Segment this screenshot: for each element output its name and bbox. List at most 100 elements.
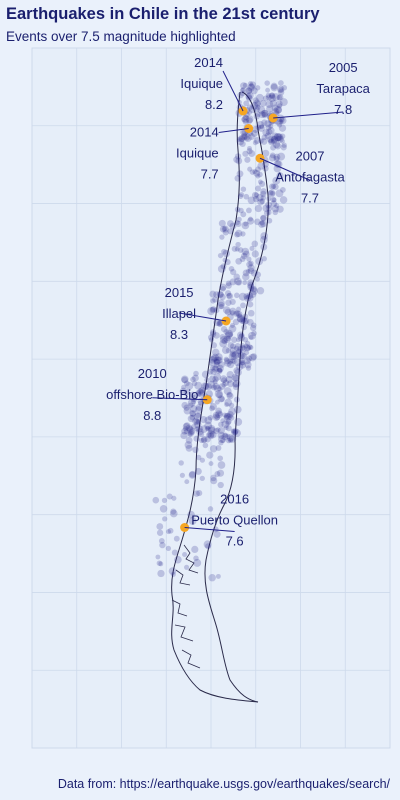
earthquake-point [250, 324, 257, 332]
earthquake-point [229, 307, 237, 315]
earthquake-point [217, 427, 225, 435]
earthquake-point [188, 471, 196, 479]
earthquake-point [200, 416, 208, 424]
earthquake-point [195, 406, 203, 414]
earthquake-point [242, 280, 248, 286]
earthquake-point [235, 157, 243, 165]
earthquake-point [215, 353, 223, 361]
earthquake-point [232, 318, 240, 326]
earthquake-point [226, 391, 233, 398]
earthquake-point [209, 445, 218, 453]
earthquake-point [236, 216, 242, 223]
earthquake-point [252, 125, 260, 134]
earthquake-point [276, 94, 282, 101]
label-place: Illapel [162, 306, 196, 321]
earthquake-point [235, 220, 242, 227]
earthquake-point [255, 85, 261, 91]
label-leader-line [152, 397, 208, 401]
earthquake-point [171, 495, 177, 501]
earthquake-point [239, 344, 247, 353]
earthquake-point [207, 307, 216, 316]
earthquake-point [218, 361, 225, 368]
earthquake-point [213, 332, 220, 339]
earthquake-point [207, 432, 215, 440]
earthquake-point [207, 426, 216, 435]
earthquake-point [187, 426, 194, 433]
earthquake-point [257, 179, 263, 185]
earthquake-point [246, 256, 252, 262]
earthquake-point [242, 118, 249, 125]
earthquake-point [266, 105, 274, 113]
earthquake-point [260, 214, 267, 222]
earthquake-point [201, 370, 210, 379]
earthquake-point [167, 527, 174, 534]
earthquake-point [190, 405, 198, 413]
earthquake-point [240, 352, 248, 360]
earthquake-point [253, 113, 260, 120]
earthquake-point [225, 282, 232, 289]
label-leader-line [178, 312, 227, 322]
earthquake-point [256, 121, 265, 129]
earthquake-point [273, 155, 280, 162]
earthquake-point [239, 255, 246, 263]
earthquake-point [209, 306, 216, 314]
earthquake-point [183, 422, 191, 429]
earthquake-point [233, 429, 241, 438]
earthquake-point [271, 205, 279, 213]
earthquake-point [270, 144, 277, 151]
earthquake-point [249, 81, 257, 88]
earthquake-point [252, 140, 258, 146]
earthquake-point [246, 318, 254, 326]
earthquake-point [233, 396, 240, 403]
earthquake-point [229, 346, 237, 354]
earthquake-point [227, 361, 235, 369]
earthquake-point [279, 117, 285, 123]
earthquake-point [228, 414, 235, 421]
earthquake-point [196, 490, 203, 497]
earthquake-point [184, 479, 190, 485]
earthquake-point [265, 100, 274, 108]
earthquake-point [216, 290, 224, 298]
earthquake-point [234, 153, 242, 160]
earthquake-point [233, 273, 240, 281]
earthquake-point [224, 331, 233, 340]
earthquake-point [228, 352, 237, 361]
earthquake-point [250, 285, 257, 293]
earthquake-point [199, 386, 206, 394]
earthquake-point [247, 264, 255, 272]
earthquake-point [185, 444, 193, 452]
earthquake-point [233, 345, 240, 351]
earthquake-point [266, 217, 273, 224]
earthquake-point [209, 405, 215, 412]
earthquake-point [236, 170, 244, 178]
earthquake-point [245, 268, 251, 274]
earthquake-point [165, 545, 172, 552]
earthquake-point [226, 292, 234, 300]
earthquake-point [277, 103, 283, 109]
earthquake-point [193, 555, 199, 561]
earthquake-point [237, 333, 246, 342]
earthquake-point [221, 382, 227, 388]
earthquake-point [156, 529, 164, 536]
earthquake-point [236, 138, 245, 146]
earthquake-point [231, 373, 239, 382]
earthquake-point [222, 306, 231, 314]
earthquake-point [247, 145, 252, 151]
earthquake-point [216, 367, 223, 374]
earthquake-point [222, 257, 228, 263]
earthquake-point [235, 310, 243, 318]
earthquake-point [248, 216, 253, 222]
label-year: 2015 [165, 285, 194, 300]
earthquake-point [157, 569, 165, 578]
earthquake-point [265, 128, 273, 136]
earthquake-point [234, 417, 243, 426]
earthquake-point [222, 249, 231, 258]
earthquake-point [226, 370, 234, 379]
earthquake-point [244, 156, 251, 163]
earthquake-point [257, 171, 263, 178]
earthquake-point [192, 446, 199, 454]
earthquake-point [182, 422, 190, 431]
earthquake-point [232, 379, 241, 388]
earthquake-point [234, 368, 242, 377]
earthquake-point [211, 384, 217, 391]
